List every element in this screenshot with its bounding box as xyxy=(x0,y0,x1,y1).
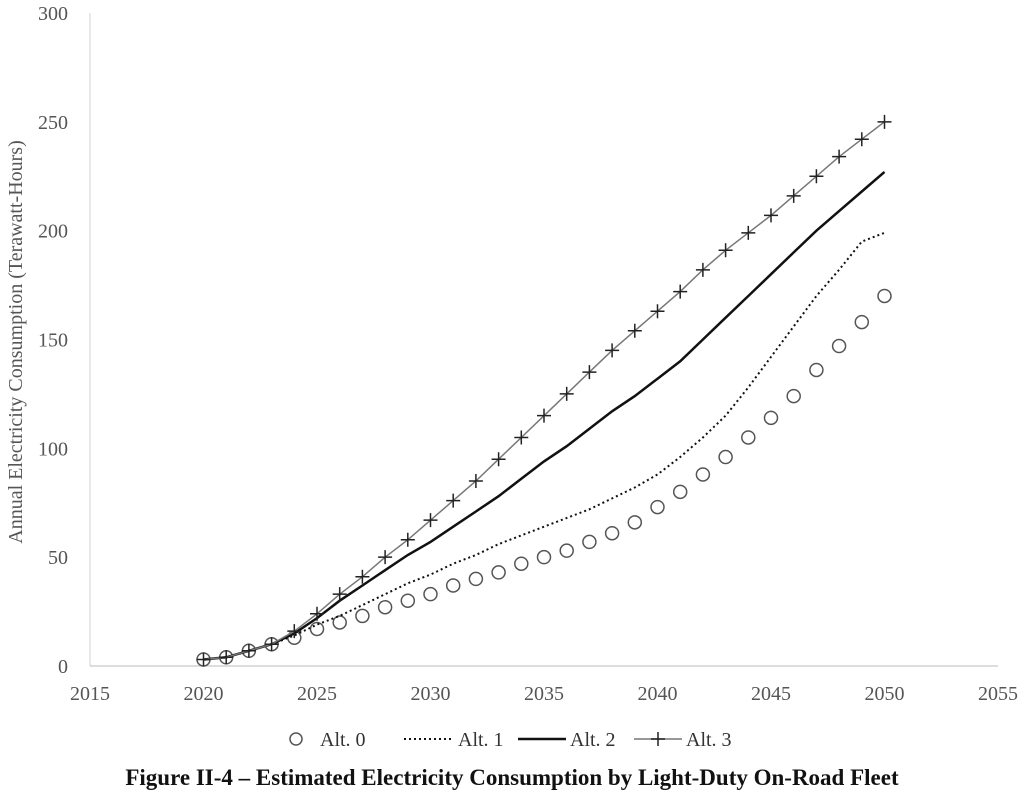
series-alt-0 xyxy=(196,288,892,667)
data-point xyxy=(309,621,325,637)
data-point xyxy=(468,571,484,587)
data-point xyxy=(673,284,688,299)
x-tick-label-2020: 2020 xyxy=(184,683,224,705)
data-point xyxy=(491,565,506,580)
x-tick-label-2050: 2050 xyxy=(865,683,905,705)
data-point xyxy=(468,473,483,488)
data-point xyxy=(423,586,438,602)
data-point xyxy=(650,304,665,319)
series-alt-1 xyxy=(203,231,885,661)
data-point xyxy=(832,149,847,164)
data-point xyxy=(877,288,892,304)
y-axis-title-group: Annual Electricity Consumption (Terawatt… xyxy=(5,140,27,544)
data-point xyxy=(854,314,870,330)
data-point xyxy=(741,225,756,240)
x-tick-label-2045: 2045 xyxy=(751,683,791,705)
data-point xyxy=(650,499,665,515)
figure-caption: Figure II-4 – Estimated Electricity Cons… xyxy=(125,765,899,790)
legend-label: Alt. 2 xyxy=(570,729,616,751)
data-point xyxy=(332,587,347,602)
data-point xyxy=(559,386,574,401)
x-tick-label-2015: 2015 xyxy=(70,683,110,705)
x-tick-label-2030: 2030 xyxy=(411,683,451,705)
legend-item-3: Alt. 3 xyxy=(634,729,732,751)
data-point xyxy=(400,532,415,547)
data-point xyxy=(491,452,506,467)
data-point xyxy=(741,430,756,445)
data-point xyxy=(877,114,892,129)
data-point xyxy=(559,543,574,558)
legend-item-1: Alt. 1 xyxy=(404,729,504,751)
data-point xyxy=(264,637,279,652)
data-point xyxy=(786,188,801,203)
data-point xyxy=(355,569,370,584)
data-point xyxy=(332,615,347,630)
data-point xyxy=(310,606,324,621)
legend-symbol xyxy=(289,732,303,746)
legend: Alt. 0 Alt. 1 Alt. 2 Alt. 3 xyxy=(289,729,732,751)
y-tick-label-100: 100 xyxy=(38,438,68,460)
data-point xyxy=(400,593,416,608)
data-point xyxy=(718,243,733,258)
data-point xyxy=(718,449,733,465)
y-tick-label-150: 150 xyxy=(38,330,68,352)
data-point xyxy=(695,467,711,482)
data-point xyxy=(854,132,869,147)
legend-item-2: Alt. 2 xyxy=(518,729,616,751)
data-point xyxy=(763,410,779,426)
data-point xyxy=(627,323,642,338)
data-point xyxy=(809,362,824,378)
chart: Annual Electricity Consumption (Terawatt… xyxy=(5,3,1018,751)
data-point xyxy=(445,578,461,593)
data-point xyxy=(537,408,551,423)
data-point xyxy=(809,169,824,184)
data-point xyxy=(604,525,620,541)
y-tick-label-50: 50 xyxy=(48,547,68,569)
x-tick-label-2040: 2040 xyxy=(638,683,678,705)
data-point xyxy=(831,338,847,354)
y-tick-label-200: 200 xyxy=(38,221,68,243)
y-tick-label-250: 250 xyxy=(38,112,68,134)
series-layer xyxy=(196,114,892,667)
data-point xyxy=(764,208,778,223)
y-tick-label-300: 300 xyxy=(38,3,68,25)
data-point xyxy=(514,430,529,445)
x-tick-label-2025: 2025 xyxy=(297,683,337,705)
series-line xyxy=(203,231,885,661)
data-point xyxy=(672,484,688,500)
data-point xyxy=(514,556,529,571)
legend-label: Alt. 3 xyxy=(686,729,732,751)
data-point xyxy=(287,624,302,639)
data-point xyxy=(378,550,393,565)
data-point xyxy=(786,388,801,404)
data-point xyxy=(446,493,461,508)
y-tick-label-0: 0 xyxy=(58,656,68,678)
legend-marker xyxy=(651,732,665,746)
axis-ticks: 2015 2020 2025 2030 2035 2040 2045 2050 2055 0 50 1… xyxy=(38,3,1018,705)
legend-label: Alt. 0 xyxy=(320,729,366,751)
x-tick-label-2035: 2035 xyxy=(524,683,564,705)
data-point xyxy=(627,515,643,530)
data-point xyxy=(605,343,620,358)
data-point xyxy=(377,599,393,615)
legend-label: Alt. 1 xyxy=(458,729,504,751)
data-point xyxy=(582,365,597,380)
data-point xyxy=(196,652,211,667)
series-alt-3 xyxy=(196,114,892,667)
y-axis-title: Annual Electricity Consumption (Terawatt… xyxy=(5,140,27,544)
data-point xyxy=(219,650,234,665)
data-point xyxy=(536,549,552,565)
data-point xyxy=(695,262,710,277)
data-point xyxy=(423,513,438,528)
data-point xyxy=(582,534,597,550)
x-tick-label-2055: 2055 xyxy=(978,683,1018,705)
data-point xyxy=(355,608,370,624)
legend-item-0: Alt. 0 xyxy=(289,729,366,751)
data-point xyxy=(241,643,256,658)
series-line xyxy=(203,121,885,661)
